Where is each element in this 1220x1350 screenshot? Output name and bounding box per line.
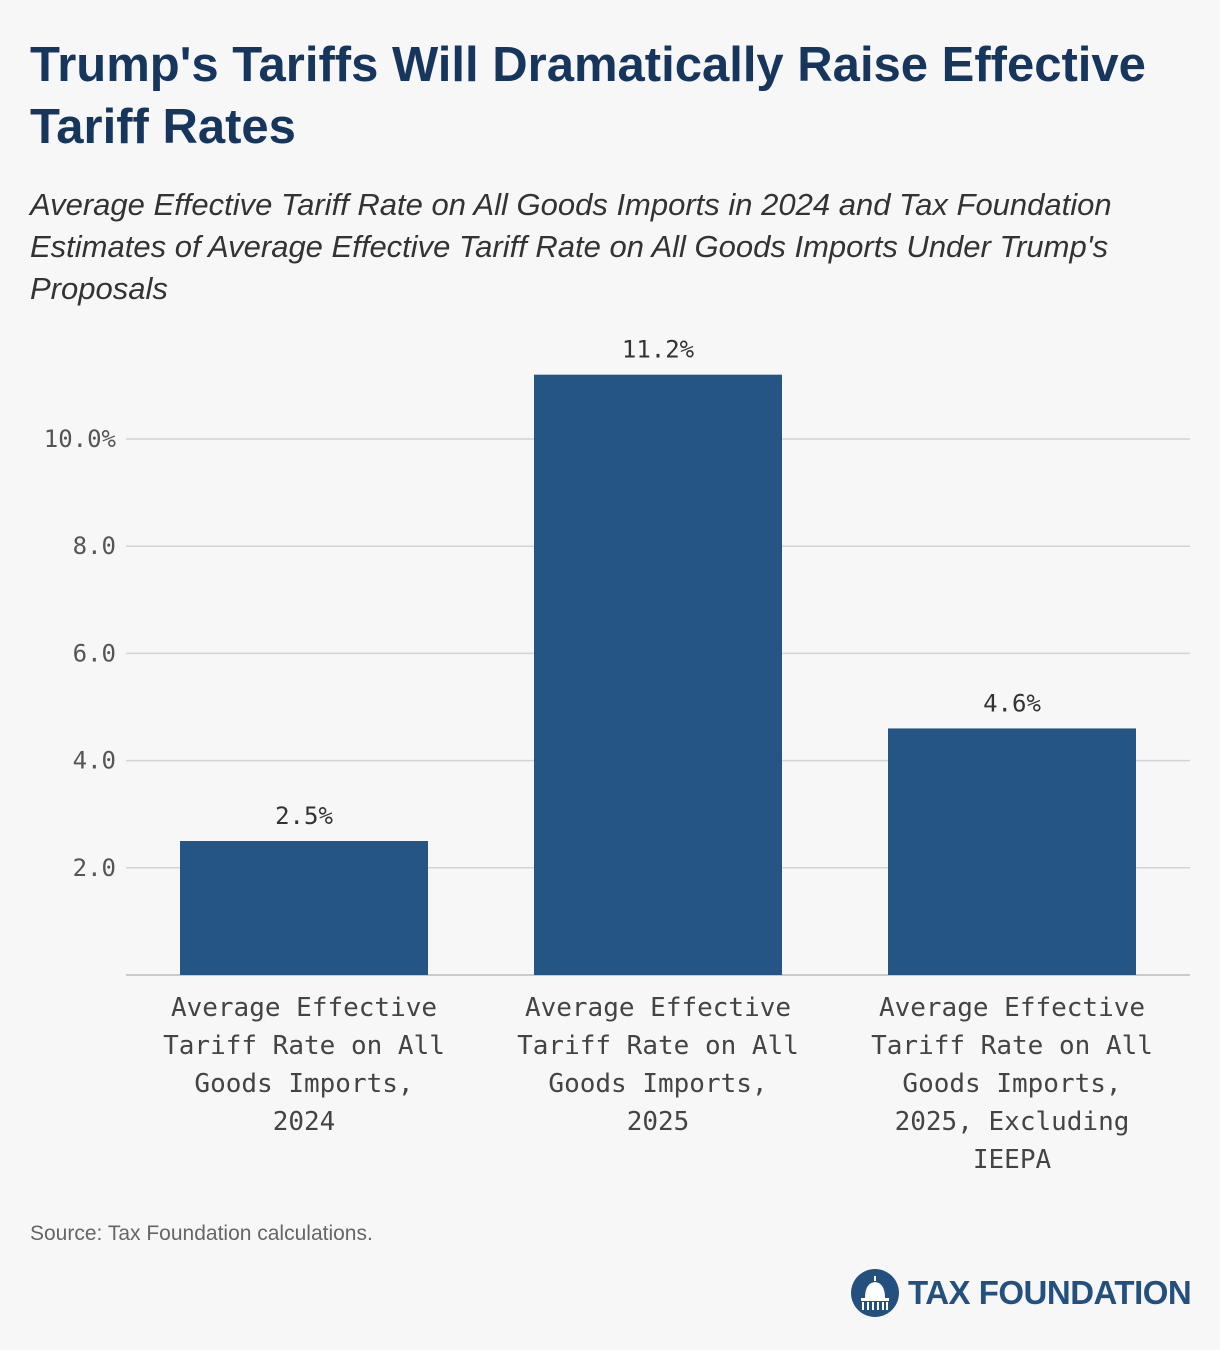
source-note: Source: Tax Foundation calculations. [30, 1222, 373, 1245]
data-label: 2.5% [275, 802, 333, 830]
data-label: 4.6% [983, 689, 1041, 717]
bar [534, 374, 782, 975]
x-tick-label: Average Effective [171, 993, 437, 1023]
x-tick-label: IEEPA [973, 1145, 1052, 1175]
x-tick-label: Tariff Rate on All [871, 1031, 1153, 1061]
chart-title: Trump's Tariffs Will Dramatically Raise … [30, 38, 1146, 154]
x-tick-label: Goods Imports, [548, 1069, 767, 1099]
logo-text: TAX FOUNDATION [908, 1274, 1192, 1311]
y-tick-label: 6.0 [73, 639, 116, 667]
capitol-dome-icon [851, 1269, 899, 1317]
bar [180, 841, 428, 975]
y-tick-label: 4.0 [73, 747, 116, 775]
bar-chart: 2.0 4.0 6.0 8.0 10.0% 2.5% Average Effective Ta… [44, 336, 1190, 1175]
data-label: 11.2% [622, 336, 695, 364]
x-tick-label: 2025 [627, 1107, 690, 1137]
x-tick-label: Tariff Rate on All [517, 1031, 799, 1061]
tax-foundation-logo[interactable]: TAX FOUNDATION [850, 1268, 1192, 1318]
bar [888, 728, 1136, 975]
y-tick-label: 8.0 [73, 532, 116, 560]
y-tick-label: 10.0% [44, 425, 117, 453]
x-tick-label: Average Effective [525, 993, 791, 1023]
x-tick-label: 2024 [273, 1107, 336, 1137]
x-tick-label: Tariff Rate on All [163, 1031, 445, 1061]
chart-subtitle: Average Effective Tariff Rate on All Goo… [30, 187, 1112, 306]
y-tick-label: 2.0 [73, 854, 116, 882]
x-tick-label: 2025, Excluding [895, 1107, 1130, 1137]
x-tick-label: Goods Imports, [194, 1069, 413, 1099]
x-tick-label: Average Effective [879, 993, 1145, 1023]
x-tick-label: Goods Imports, [902, 1069, 1121, 1099]
